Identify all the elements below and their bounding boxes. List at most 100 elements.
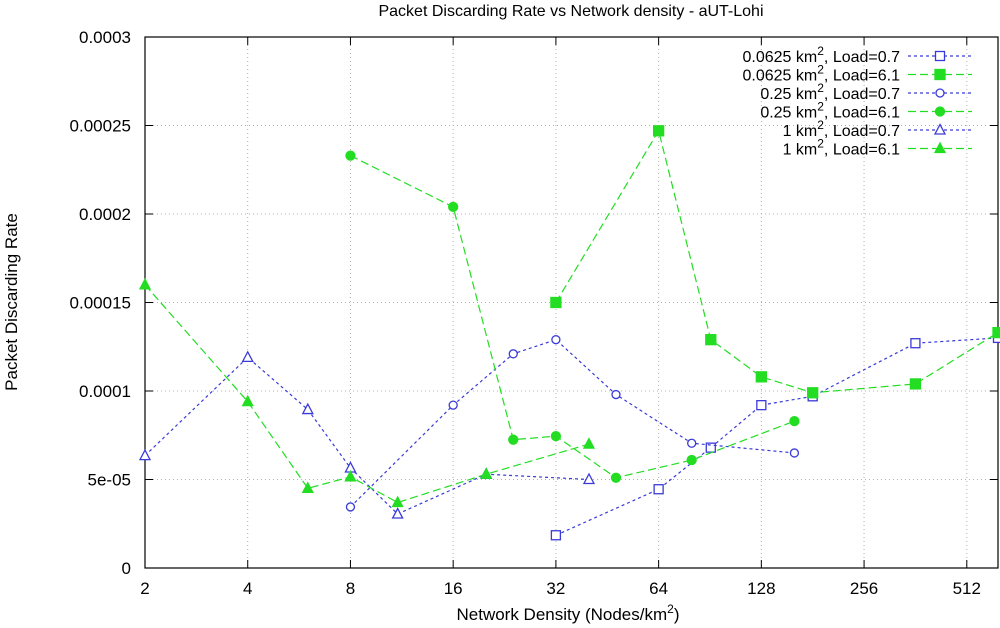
legend-swatch-marker xyxy=(933,141,947,154)
data-point xyxy=(138,277,152,290)
x-tick-label: 32 xyxy=(546,579,565,598)
data-point xyxy=(756,400,767,411)
chart-title: Packet Discarding Rate vs Network densit… xyxy=(378,3,763,20)
data-point xyxy=(705,442,716,453)
y-tick-label: 0.0003 xyxy=(79,28,131,47)
data-point xyxy=(550,430,562,442)
data-point xyxy=(687,438,697,448)
legend-label: 0.0625 km2, Load=6.1 xyxy=(743,63,901,85)
legend-entry: 0.0625 km2, Load=0.7 xyxy=(743,44,972,66)
legend-label-prefix: 0.25 km xyxy=(760,105,817,122)
data-point xyxy=(138,448,152,461)
legend-label: 0.25 km2, Load=6.1 xyxy=(760,100,900,122)
x-axis-label: Network Density (Nodes/km2) xyxy=(456,602,679,624)
series-line xyxy=(144,356,589,515)
data-point xyxy=(550,530,562,541)
legend-label-suffix: , Load=6.1 xyxy=(824,105,900,122)
data-point xyxy=(789,415,800,427)
series-6 xyxy=(138,277,596,508)
series-group xyxy=(138,125,1000,541)
data-point xyxy=(448,400,458,410)
legend-entry: 0.25 km2, Load=0.7 xyxy=(760,81,972,103)
legend-label-sup: 2 xyxy=(817,118,824,132)
data-point xyxy=(508,434,519,445)
data-point xyxy=(391,495,404,508)
series-line xyxy=(555,129,999,394)
x-tick-label: 128 xyxy=(747,579,775,598)
data-point xyxy=(241,394,254,407)
data-point xyxy=(807,387,819,399)
legend-label-suffix: , Load=6.1 xyxy=(824,68,900,85)
x-axis-label-text: Network Density (Nodes/km xyxy=(456,605,667,624)
data-point xyxy=(344,469,357,482)
y-tick-label: 5e-05 xyxy=(88,471,131,490)
x-tick-label: 64 xyxy=(649,579,668,598)
legend-label: 1 km2, Load=0.7 xyxy=(783,118,901,140)
data-point xyxy=(686,454,697,466)
series-2 xyxy=(550,125,1000,399)
legend-label-sup: 2 xyxy=(817,100,824,114)
series-1 xyxy=(550,332,1000,541)
data-point xyxy=(550,296,562,309)
data-point xyxy=(301,402,314,415)
data-point xyxy=(611,389,621,400)
y-tick-label: 0.0002 xyxy=(79,205,131,224)
series-4 xyxy=(345,150,800,483)
legend-label-prefix: 1 km xyxy=(783,123,818,140)
legend: 0.0625 km2, Load=0.70.0625 km2, Load=6.1… xyxy=(743,44,972,159)
legend-entry: 0.25 km2, Load=6.1 xyxy=(760,100,972,122)
x-tick-label: 2 xyxy=(140,579,149,598)
y-axis-label: Packet Discarding Rate xyxy=(2,213,21,391)
series-line xyxy=(350,338,795,508)
series-5 xyxy=(138,350,596,519)
legend-label-sup: 2 xyxy=(817,44,824,58)
legend-label-prefix: 0.25 km xyxy=(760,86,817,103)
x-axis-ticks: 2 4 8 16 32 64 128 256 512 xyxy=(140,37,981,598)
x-axis-label-sup: 2 xyxy=(667,602,674,616)
data-point xyxy=(480,467,493,479)
x-tick-label: 4 xyxy=(243,579,252,598)
data-point xyxy=(909,378,922,390)
data-point xyxy=(992,326,1000,339)
x-tick-label: 256 xyxy=(850,579,878,598)
series-line xyxy=(144,284,590,504)
data-point xyxy=(610,472,622,483)
legend-label-prefix: 0.0625 km xyxy=(743,68,818,85)
legend-swatch-marker xyxy=(934,68,946,81)
legend-swatch-marker xyxy=(935,88,945,98)
series-line xyxy=(555,337,999,536)
y-tick-label: 0 xyxy=(122,559,131,578)
legend-label: 0.0625 km2, Load=0.7 xyxy=(743,44,901,66)
data-point xyxy=(582,472,596,485)
data-point xyxy=(508,349,518,359)
y-tick-label: 0.0001 xyxy=(79,382,131,401)
legend-label: 0.25 km2, Load=0.7 xyxy=(760,81,900,103)
legend-entry: 1 km2, Load=6.1 xyxy=(783,137,972,159)
data-point xyxy=(345,502,356,512)
y-tick-label: 0.00025 xyxy=(70,117,131,136)
data-point xyxy=(301,481,314,494)
data-point xyxy=(652,125,665,137)
y-axis-ticks: 0 5e-05 0.0001 0.00015 0.0002 0.00025 0.0003 xyxy=(70,28,998,578)
legend-label-sup: 2 xyxy=(817,137,824,151)
legend-swatch-marker xyxy=(934,50,946,62)
data-point xyxy=(653,484,664,495)
data-point xyxy=(241,350,254,363)
series-line xyxy=(350,155,795,479)
data-point xyxy=(448,201,459,213)
data-point xyxy=(345,150,356,161)
y-tick-label: 0.00015 xyxy=(70,294,131,313)
legend-swatch-marker xyxy=(933,123,947,135)
x-tick-label: 16 xyxy=(444,579,463,598)
legend-swatch-marker xyxy=(934,106,946,117)
data-point xyxy=(391,507,404,519)
x-tick-label: 8 xyxy=(346,579,355,598)
legend-entry: 0.0625 km2, Load=6.1 xyxy=(743,63,972,85)
data-point xyxy=(910,338,921,349)
legend-label-prefix: 1 km xyxy=(783,142,818,159)
data-point xyxy=(705,334,717,346)
legend-label-suffix: , Load=6.1 xyxy=(824,142,900,159)
legend-entry: 1 km2, Load=0.7 xyxy=(783,118,972,140)
legend-label: 1 km2, Load=6.1 xyxy=(783,137,901,159)
